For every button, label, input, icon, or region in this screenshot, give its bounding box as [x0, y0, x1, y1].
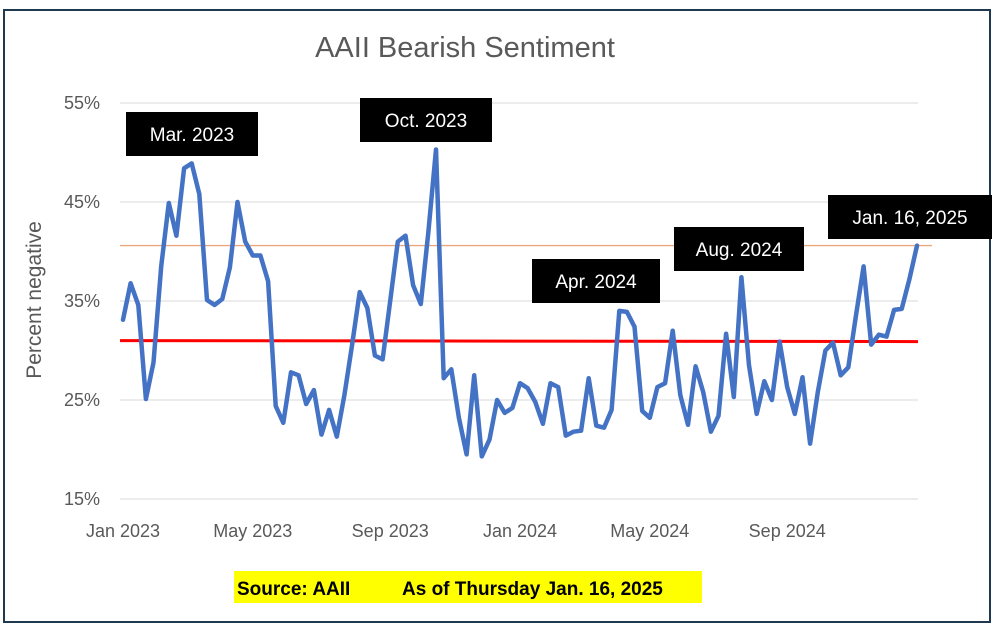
chart-frame: [3, 9, 991, 623]
callout-label: Mar. 2023: [150, 125, 235, 146]
x-tick-label: Jan 2023: [86, 521, 160, 541]
callout-label: Apr. 2024: [555, 272, 637, 293]
x-tick-label: Sep 2024: [749, 521, 826, 541]
source-highlight: [234, 571, 702, 603]
series-line-bearish: [120, 147, 920, 459]
callout-label: Oct. 2023: [385, 111, 467, 132]
as-of-label: As of Thursday Jan. 16, 2025: [402, 579, 663, 600]
y-tick-label: 35%: [64, 291, 100, 311]
y-tick-label: 25%: [64, 390, 100, 410]
x-tick-label: Jan 2024: [483, 521, 557, 541]
callout-box: [532, 259, 660, 303]
callouts: Mar. 2023 Oct. 2023 Apr. 2024 Aug. 2024 Jan.…: [126, 98, 992, 303]
callout-box: [360, 98, 492, 142]
y-axis-ticks: 15% 25% 35% 45% 55%: [64, 93, 100, 509]
x-tick-label: May 2023: [213, 521, 292, 541]
gridlines: [120, 102, 918, 500]
callout-box: [674, 227, 804, 271]
y-axis-label: Percent negative: [23, 221, 46, 379]
x-tick-label: May 2024: [610, 521, 689, 541]
y-tick-label: 15%: [64, 489, 100, 509]
callout-label: Aug. 2024: [696, 240, 783, 261]
y-tick-label: 55%: [64, 93, 100, 113]
average-line: [119, 339, 919, 344]
x-tick-label: Sep 2023: [352, 521, 429, 541]
x-axis-ticks: Jan 2023 May 2023 Sep 2023 Jan 2024 May 2024…: [86, 521, 826, 541]
callout-box: [126, 112, 258, 156]
callout-box: [828, 195, 992, 239]
callout-label: Jan. 16, 2025: [852, 208, 967, 229]
chart-title: AAII Bearish Sentiment: [315, 32, 615, 64]
source-label: Source: AAII: [237, 579, 350, 600]
y-tick-label: 45%: [64, 192, 100, 212]
